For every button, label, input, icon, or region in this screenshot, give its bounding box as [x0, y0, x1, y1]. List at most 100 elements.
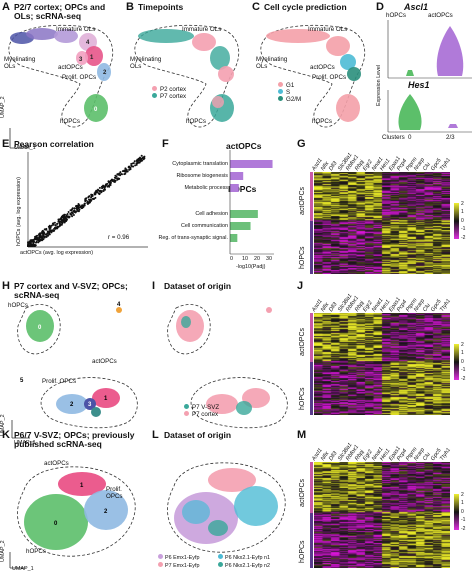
- scatter-point: [119, 171, 122, 174]
- legend-p6-nkx-n1: P6 Nkx2.1-Eyfp n1: [218, 554, 294, 561]
- legend-p6-nkx-n2: P6 Nkx2.1-Eyfp n2: [218, 562, 294, 569]
- panel-letter-a: A: [2, 1, 10, 13]
- scatter-point: [66, 213, 69, 215]
- panel-a-umap2: UMAP_2: [0, 96, 6, 118]
- scatter-point: [131, 165, 134, 168]
- heatmap-scale-tick: 1: [461, 209, 464, 216]
- cluster-2-label: 2: [70, 402, 74, 408]
- scatter-point: [35, 240, 38, 243]
- scatter-point: [139, 159, 142, 162]
- scatter-point: [83, 204, 86, 207]
- heatmap-row-label: hOPCs: [299, 540, 306, 563]
- heatmap-color-scale: [454, 343, 459, 380]
- legend-dot: [152, 86, 157, 91]
- heatmap-row-label: hOPCs: [299, 387, 306, 410]
- panel-c-title: Cell cycle prediction: [264, 2, 347, 12]
- panel-a-title: P2/7 cortex; OPCs and OLs; scRNA-seq: [14, 2, 106, 21]
- scatter-point: [45, 233, 48, 236]
- panel-a-label-hopcs: hOPCs: [60, 118, 80, 125]
- scatter-point: [83, 202, 86, 205]
- scatter-point: [102, 186, 105, 188]
- scatter-point: [95, 189, 98, 192]
- panel-d-group-actopcs: actOPCs: [428, 12, 453, 19]
- heatmap-cells: [314, 462, 450, 568]
- scatter-point: [45, 235, 48, 238]
- scatter-point: [59, 220, 62, 223]
- heatmap-scale-tick: -1: [461, 367, 466, 374]
- gene-ascl1: Ascl1: [404, 2, 429, 12]
- legend-p6-emx1: P6 Emx1-Eyfp: [158, 554, 218, 561]
- scatter-point: [75, 210, 78, 213]
- cluster-2-label: 2: [104, 509, 108, 515]
- scatter-point: [136, 158, 139, 161]
- scatter-point: [49, 225, 51, 228]
- legend-dot: [278, 89, 283, 94]
- legend-dot: [218, 554, 223, 559]
- panel-h-label-actopcs: actOPCs: [92, 358, 117, 365]
- heatmap-group-bar: [310, 172, 313, 274]
- panel-b-label-hopcs: hOPCs: [186, 118, 206, 125]
- heatmap-scale-tick: -2: [461, 234, 466, 241]
- scatter-point: [59, 223, 61, 226]
- scatter-point: [136, 160, 139, 163]
- legend-label: G2/M: [286, 96, 302, 103]
- scatter-point: [113, 179, 116, 182]
- panel-letter-b: B: [126, 1, 134, 13]
- heatmap-group-bar: [310, 313, 313, 415]
- panel-f-tick-20: 20: [254, 256, 260, 262]
- scatter-point: [39, 239, 42, 242]
- cluster-1-label: 1: [90, 55, 94, 61]
- legend-p7: P7 cortex: [152, 93, 186, 100]
- panel-letter-i: I: [152, 280, 156, 292]
- scatter-point: [67, 216, 70, 219]
- scatter-point: [67, 211, 70, 213]
- panel-d-group-hopcs: hOPCs: [386, 12, 406, 19]
- legend-dot: [158, 554, 163, 559]
- legend-g1: G1: [278, 82, 301, 89]
- panel-e-ylabel: hOPCs (avg. log expression): [16, 177, 22, 246]
- scatter-point: [117, 177, 119, 180]
- legend-p2: P2 cortex: [152, 86, 186, 93]
- scatter-point: [140, 154, 143, 157]
- heatmap-scale-tick: 1: [461, 350, 464, 357]
- scatter-point: [90, 196, 93, 199]
- scatter-point: [63, 215, 66, 218]
- scatter-point: [93, 197, 96, 200]
- heatmap-row-label: actOPCs: [299, 478, 306, 507]
- heatmap-cells: [314, 313, 450, 415]
- panel-a-umap: 4 1 3 2 0: [8, 24, 114, 149]
- panel-letter-j: J: [297, 280, 304, 292]
- legend-dot: [152, 93, 157, 98]
- scatter-point: [39, 233, 42, 236]
- panel-d-tick-0: 0: [408, 134, 412, 141]
- heatmap-scale-tick: 2: [461, 200, 464, 207]
- panel-f-tick-30: 30: [266, 256, 272, 262]
- heatmap-scale-tick: 0: [461, 508, 464, 515]
- scatter-point: [81, 206, 84, 208]
- panel-f-xlabel: -log10(Padj): [236, 264, 266, 270]
- panel-l-umap: [167, 462, 286, 553]
- scatter-point: [31, 243, 34, 246]
- scatter-point: [133, 160, 136, 163]
- panel-c-umap: [260, 24, 366, 128]
- scatter-point: [35, 236, 37, 239]
- scatter-point: [88, 200, 91, 202]
- bar-1-0: [230, 210, 258, 218]
- legend-dot: [184, 404, 189, 409]
- heatmap-scale-tick: -1: [461, 226, 466, 233]
- cluster-4-label: 4: [86, 40, 90, 46]
- cluster-3-label: 3: [88, 402, 92, 408]
- panel-a-umap1: UMAP_1: [14, 145, 36, 151]
- heatmap-cells: [314, 172, 450, 274]
- scatter-point: [60, 221, 63, 224]
- scatter-point: [71, 207, 74, 210]
- panel-b-label-immature: Immature OLs: [182, 26, 222, 33]
- panel-h-umap1: UMAP_1: [14, 440, 36, 446]
- panel-c-label-myelinating: Myelinating OLs: [256, 56, 288, 70]
- scatter-point: [27, 245, 30, 247]
- cluster-3-label: 3: [79, 57, 83, 63]
- scatter-point: [77, 204, 80, 207]
- scatter-point: [130, 163, 133, 165]
- bar-0-0: [230, 160, 273, 168]
- heatmap-scale-tick: 0: [461, 217, 464, 224]
